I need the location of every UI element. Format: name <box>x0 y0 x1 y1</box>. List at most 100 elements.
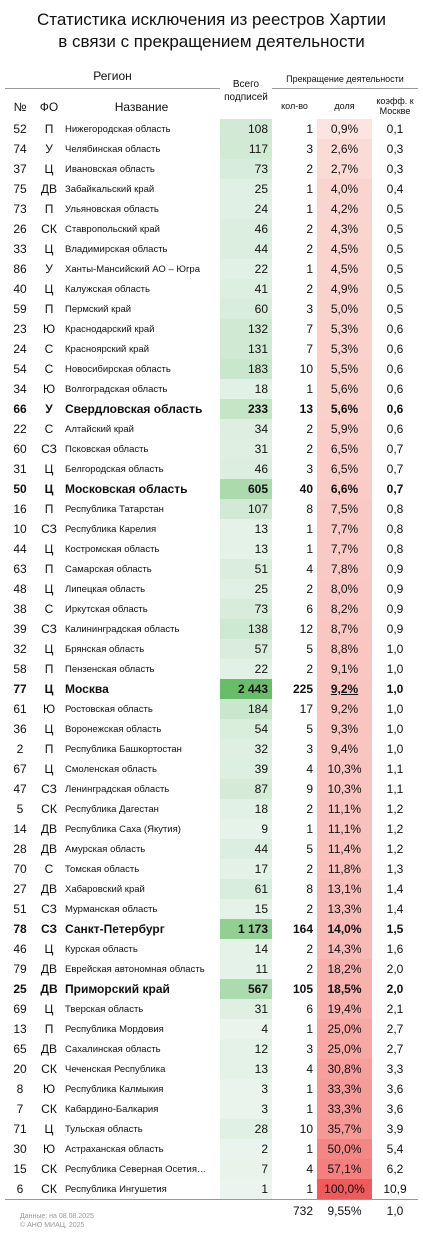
district-text: СЗ <box>41 902 57 916</box>
stop-count-text: 164 <box>292 922 313 936</box>
region-name-text: Ульяновская область <box>65 203 159 215</box>
stop-share: 33,3% <box>317 1079 372 1099</box>
coef: 0,6 <box>372 339 418 359</box>
region-name: Санкт-Петербург <box>63 919 220 939</box>
stop-share-text: 8,7% <box>330 622 359 636</box>
region-name-text: Тверская область <box>65 1003 144 1015</box>
coef-text: 0,8 <box>386 502 404 516</box>
stop-share: 0,9% <box>317 119 372 139</box>
coef: 6,2 <box>372 1159 418 1179</box>
coef: 0,5 <box>372 279 418 299</box>
district-text: С <box>44 422 54 436</box>
stop-share-text: 8,8% <box>330 642 359 656</box>
stop-share: 30,8% <box>317 1059 372 1079</box>
stop-count: 8 <box>272 879 317 899</box>
stop-count-text: 8 <box>306 502 313 516</box>
region-name-text: Кабардино-Балкария <box>65 1103 159 1115</box>
stop-share-text: 6,5% <box>330 442 359 456</box>
signatures-text: 605 <box>247 482 268 496</box>
region-code-text: 74 <box>13 142 27 156</box>
signatures-text: 3 <box>261 1102 268 1116</box>
signatures-text: 108 <box>247 122 268 136</box>
signatures-text: 73 <box>254 162 268 176</box>
region-code: 39 <box>5 619 35 639</box>
coef: 1,4 <box>372 879 418 899</box>
table-row: 51 СЗ Мурманская область 15 2 13,3% 1,4 <box>5 899 418 919</box>
stop-count-text: 2 <box>306 862 313 876</box>
coef-text: 1,0 <box>386 722 404 736</box>
coef: 0,9 <box>372 619 418 639</box>
signatures-text: 32 <box>254 742 268 756</box>
stop-count-text: 6 <box>306 1002 313 1016</box>
signatures-text: 117 <box>248 142 268 156</box>
signatures: 117 <box>220 139 272 159</box>
stop-share: 5,5% <box>317 359 372 379</box>
district: СЗ <box>35 899 63 919</box>
table-row: 61 Ю Ростовская область 184 17 9,2% 1,0 <box>5 699 418 719</box>
table-row: 37 Ц Ивановская область 73 2 2,7% 0,3 <box>5 159 418 179</box>
coef: 1,5 <box>372 919 418 939</box>
signatures: 138 <box>220 619 272 639</box>
stop-count: 1 <box>272 1019 317 1039</box>
district: СЗ <box>35 439 63 459</box>
region-name: Ульяновская область <box>63 199 220 219</box>
region-name: Республика Карелия <box>63 519 220 539</box>
region-name: Ивановская область <box>63 159 220 179</box>
region-code-text: 23 <box>13 322 27 336</box>
stop-share: 9,1% <box>317 659 372 679</box>
district-text: Ц <box>44 542 54 556</box>
stop-share-text: 5,6% <box>330 402 359 416</box>
stop-count: 225 <box>272 679 317 699</box>
district-text: СЗ <box>41 442 57 456</box>
coef-text: 2,7 <box>386 1022 404 1036</box>
region-name-text: Ханты-Мансийский АО – Югра <box>65 263 200 275</box>
region-name-text: Красноярский край <box>65 343 149 355</box>
region-header: Регион <box>5 70 220 89</box>
coef-text: 3,3 <box>386 1062 404 1076</box>
signatures-text: 18 <box>254 802 268 816</box>
signatures: 73 <box>220 159 272 179</box>
district: СЗ <box>35 779 63 799</box>
region-name: Москва <box>63 679 220 699</box>
region-code-text: 54 <box>13 362 27 376</box>
coef-text: 0,6 <box>386 402 404 416</box>
stop-count-text: 1 <box>306 1022 313 1036</box>
stop-share-text: 7,8% <box>330 562 359 576</box>
table-row: 22 С Алтайский край 34 2 5,9% 0,6 <box>5 419 418 439</box>
stop-count: 2 <box>272 939 317 959</box>
district: П <box>35 119 63 139</box>
region-name: Приморский край <box>63 979 220 999</box>
region-code: 66 <box>5 399 35 419</box>
district-text: С <box>44 862 54 876</box>
signatures: 39 <box>220 759 272 779</box>
district-text: Ц <box>44 282 54 296</box>
stop-share: 7,8% <box>317 559 372 579</box>
region-code-text: 71 <box>13 1122 27 1136</box>
signatures-text: 46 <box>254 462 268 476</box>
region-name-text: Псковская область <box>65 443 149 455</box>
table-row: 23 Ю Краснодарский край 132 7 5,3% 0,6 <box>5 319 418 339</box>
district: ДВ <box>35 839 63 859</box>
stop-count: 3 <box>272 139 317 159</box>
stop-count-text: 2 <box>306 222 313 236</box>
region-name-text: Новосибирская область <box>65 363 171 375</box>
region-name: Мурманская область <box>63 899 220 919</box>
region-code: 2 <box>5 739 35 759</box>
signatures: 46 <box>220 219 272 239</box>
signatures-text: 44 <box>254 242 268 256</box>
district-text: ДВ <box>40 842 58 856</box>
signatures: 11 <box>220 959 272 979</box>
coef: 0,9 <box>372 579 418 599</box>
district: П <box>35 499 63 519</box>
district-text: СЗ <box>41 622 57 636</box>
table-row: 2 П Республика Башкортостан 32 3 9,4% 1,0 <box>5 739 418 759</box>
coef-text: 1,2 <box>386 842 404 856</box>
coef-text: 1,0 <box>386 662 404 676</box>
stop-share-text: 14,0% <box>327 922 362 936</box>
district-text: П <box>44 662 54 676</box>
signatures-text: 2 443 <box>237 682 268 696</box>
region-name: Иркутская область <box>63 599 220 619</box>
district: Ц <box>35 1119 63 1139</box>
signatures: 51 <box>220 559 272 579</box>
stop-share: 4,0% <box>317 179 372 199</box>
